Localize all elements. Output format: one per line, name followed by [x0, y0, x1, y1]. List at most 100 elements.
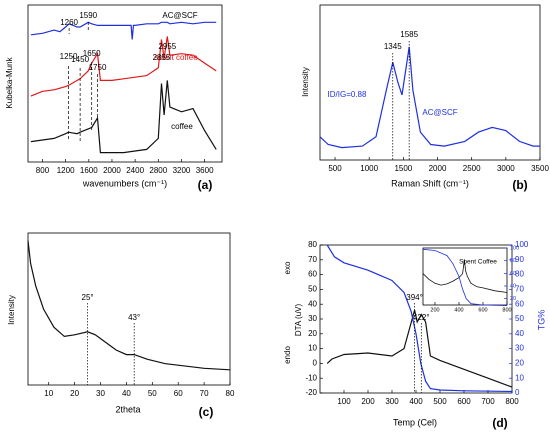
y2-tick-label: 80	[510, 258, 516, 264]
panel-label: (d)	[492, 416, 507, 430]
x-tick-label: 1500	[394, 164, 412, 173]
peak-label: 1590	[79, 11, 97, 20]
x-tick-label: 500	[328, 164, 342, 173]
y-axis-label: Intensity	[7, 295, 16, 325]
y-tick-label: 10	[308, 344, 317, 353]
y2-tick-label: 40	[515, 329, 524, 338]
y2-tick-label: 60	[510, 271, 516, 277]
series-label: AC@SCF	[422, 108, 457, 117]
x-tick-label: 2800	[149, 166, 167, 175]
peak-label: 2855	[153, 53, 171, 62]
plot-frame	[319, 4, 541, 161]
x-tick-label: 80	[226, 389, 235, 398]
y-axis-label: Intensity	[301, 67, 310, 97]
y-axis-label: Kubelka-Munk	[5, 56, 14, 108]
y2-tick-label: 90	[515, 255, 524, 264]
x-tick-label: 700	[481, 397, 495, 406]
y-tick-label: 40	[308, 299, 317, 308]
x-tick-label: 100	[337, 397, 351, 406]
peak-label: 1650	[83, 49, 101, 58]
panel-label: (c)	[199, 405, 214, 419]
series-line	[326, 309, 513, 388]
y2-tick-label: 40	[510, 283, 516, 289]
x-tick-label: 1600	[80, 166, 98, 175]
y-tick-label: 80	[308, 240, 317, 249]
x-axis-label: wavenumbers (cm⁻¹)	[82, 178, 167, 188]
x-tick-label: 3200	[173, 166, 191, 175]
y2-tick-label: 0	[515, 388, 520, 397]
plot-frame	[27, 232, 231, 386]
x-tick-label: 800	[505, 397, 519, 406]
series-line	[30, 21, 217, 40]
y2-tick-label: 80	[515, 270, 524, 279]
x-tick-label: 300	[385, 397, 399, 406]
y-tick-label: 20	[308, 329, 317, 338]
x-tick-label: 70	[200, 389, 209, 398]
y2-tick-label: 100	[515, 240, 529, 249]
y-tick-label: 0	[313, 359, 318, 368]
peak-label: 1585	[400, 30, 418, 39]
panel-label: (b)	[512, 178, 527, 192]
ratio-note: ID/IG=0.88	[328, 90, 367, 99]
peak-label: 25°	[82, 293, 94, 302]
x-tick-label: 800	[502, 307, 511, 313]
x-tick-label: 40	[122, 389, 131, 398]
y2-tick-label: 30	[515, 344, 524, 353]
series-line	[27, 240, 231, 371]
x-tick-label: 2000	[429, 164, 447, 173]
y2-tick-label: 20	[510, 296, 516, 302]
x-tick-label: 10	[44, 389, 53, 398]
plot-frame	[27, 4, 223, 163]
x-tick-label: 60	[174, 389, 183, 398]
y2-tick-label: 60	[515, 299, 524, 308]
y2-tick-label: 100	[510, 245, 519, 251]
x-tick-label: 600	[478, 307, 487, 313]
x-axis-label: Raman Shift (cm⁻¹)	[391, 178, 469, 188]
y-tick-label: 60	[308, 270, 317, 279]
panel-label: (a)	[198, 178, 213, 192]
y-axis-label: DTA (uV)	[294, 304, 303, 337]
x-tick-label: 30	[96, 389, 105, 398]
x-tick-label: 1200	[57, 166, 75, 175]
y2-tick-label: 70	[515, 285, 524, 294]
exo-label: exo	[283, 261, 292, 274]
x-axis-label: Temp (Cel)	[393, 417, 437, 427]
x-tick-label: 800	[36, 166, 50, 175]
series-line	[422, 259, 508, 293]
x-tick-label: 3600	[196, 166, 214, 175]
peak-label: 1260	[60, 18, 78, 27]
x-tick-label: 2500	[463, 164, 481, 173]
peak-label: 422°	[413, 313, 430, 322]
y2-tick-label: 20	[515, 359, 524, 368]
series-line	[30, 36, 217, 97]
x-tick-label: 600	[457, 397, 471, 406]
peak-label: 394°	[406, 293, 423, 302]
x-axis-label: 2theta	[115, 404, 140, 414]
series-label: AC@SCF	[162, 11, 197, 20]
y2-tick-label: 10	[515, 373, 524, 382]
y-tick-label: -10	[305, 373, 317, 382]
x-tick-label: 200	[430, 307, 439, 313]
x-tick-label: 2400	[126, 166, 144, 175]
endo-label: endo	[283, 346, 292, 364]
x-tick-label: 400	[409, 397, 423, 406]
series-line	[319, 46, 540, 149]
y-tick-label: -20	[305, 388, 317, 397]
peak-label: 1345	[384, 42, 402, 51]
y-tick-label: 30	[308, 314, 317, 323]
peak-label: 43°	[128, 313, 140, 322]
series-line	[422, 248, 508, 306]
y-tick-label: 50	[308, 285, 317, 294]
series-label: coffee	[171, 122, 193, 131]
x-tick-label: 2000	[103, 166, 121, 175]
series-line	[30, 80, 217, 154]
series-label: spent coffee	[154, 53, 198, 62]
peak-label: 1250	[60, 52, 78, 61]
peak-label: 1450	[71, 55, 89, 64]
inset-title: Spent Coffee	[459, 259, 497, 266]
x-tick-label: 400	[454, 307, 463, 313]
x-tick-label: 500	[433, 397, 447, 406]
y2-tick-label: 50	[515, 314, 524, 323]
x-tick-label: 3500	[531, 164, 549, 173]
